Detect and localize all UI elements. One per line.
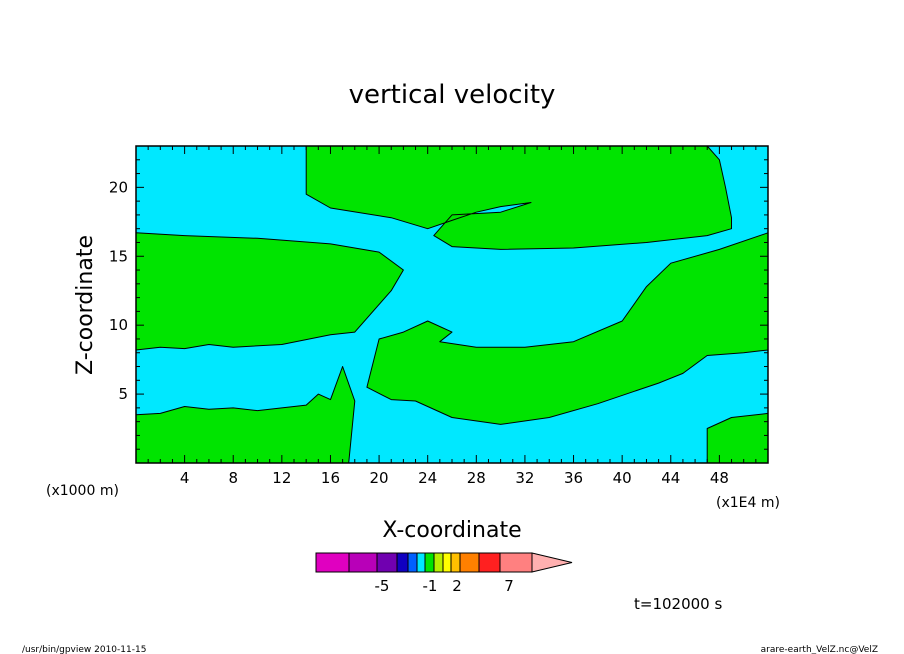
y-tick-label: 5	[118, 385, 128, 403]
colorbar-box	[459, 552, 480, 573]
colorbar-tick-label: 2	[452, 577, 462, 595]
colorbar-box	[450, 552, 461, 573]
plot-area	[135, 145, 769, 464]
x-tick-label: 48	[710, 469, 729, 487]
colorbar-box	[315, 552, 350, 573]
x-tick-label: 16	[321, 469, 340, 487]
x-axis-ticks: 4 8 12 16 20 24 28 32 36 40 44 48	[135, 146, 769, 487]
x-axis-label: X-coordinate	[382, 518, 521, 543]
colorbar-box	[442, 552, 452, 573]
colorbar	[315, 552, 573, 573]
colorbar-box	[499, 552, 533, 573]
x-tick-label: 20	[370, 469, 389, 487]
x-axis-unit-right: (x1E4 m)	[716, 495, 780, 511]
colorbar-tick-labels: -5 -1 2 7	[375, 577, 514, 595]
positive-region-left-lower-band	[135, 366, 356, 464]
colorbar-box	[396, 552, 409, 573]
x-tick-label: 24	[418, 469, 437, 487]
x-tick-label: 8	[228, 469, 238, 487]
colorbar-arrow	[531, 552, 573, 573]
y-tick-label: 20	[109, 178, 128, 196]
colorbar-tick-label: 7	[504, 577, 514, 595]
time-label: t=102000 s	[634, 595, 722, 613]
colorbar-box	[478, 552, 501, 573]
x-tick-label: 4	[180, 469, 190, 487]
x-tick-label: 28	[467, 469, 486, 487]
x-axis-unit-left: (x1000 m)	[46, 483, 119, 499]
y-tick-label: 15	[109, 247, 128, 265]
x-tick-label: 44	[661, 469, 680, 487]
footer-left: /usr/bin/gpview 2010-11-15	[22, 645, 146, 654]
x-tick-label: 32	[515, 469, 534, 487]
y-axis-label: Z-coordinate	[73, 235, 98, 375]
positive-region-upper-right-lobe	[305, 145, 732, 250]
colorbar-tick-label: -5	[375, 577, 390, 595]
colorbar-box	[376, 552, 398, 573]
colorbar-box	[424, 552, 435, 573]
x-tick-label: 36	[564, 469, 583, 487]
footer-right: arare-earth_VelZ.nc@VelZ	[761, 645, 878, 654]
colorbar-tick-label: -1	[423, 577, 438, 595]
x-tick-label: 40	[613, 469, 632, 487]
colorbar-box	[407, 552, 418, 573]
chart-title: vertical velocity	[349, 80, 556, 110]
y-axis-ticks: 5 10 15 20	[109, 145, 768, 464]
colorbar-box	[433, 552, 444, 573]
colorbar-box	[348, 552, 378, 573]
y-tick-label: 10	[109, 316, 128, 334]
colorbar-box	[416, 552, 426, 573]
positive-region-left-upper-band	[135, 232, 404, 351]
x-tick-label: 12	[272, 469, 291, 487]
